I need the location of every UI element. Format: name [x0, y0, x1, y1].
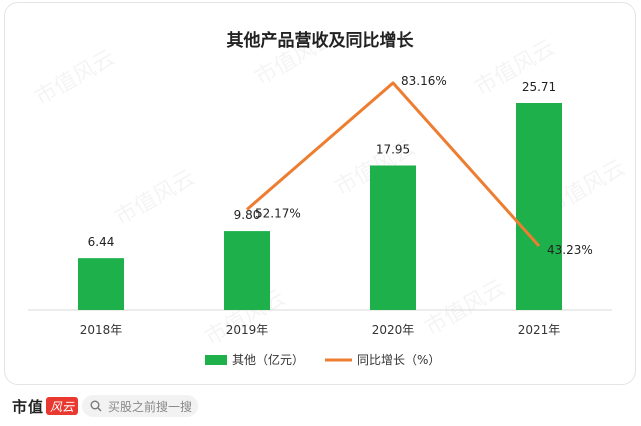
bar — [516, 103, 562, 310]
legend-bar-swatch — [205, 355, 227, 365]
bar — [78, 258, 124, 310]
brand-name: 市值 — [12, 397, 45, 416]
legend-bar-label: 其他（亿元） — [232, 352, 304, 367]
x-tick-label: 2018年 — [80, 323, 123, 337]
bar-value-label: 9.80 — [234, 208, 261, 222]
footer: 市值 风云 买股之前搜一搜 — [0, 386, 641, 426]
x-tick-label: 2020年 — [372, 323, 415, 337]
chart-title: 其他产品营收及同比增长 — [227, 30, 415, 51]
line-value-label: 83.16% — [401, 74, 447, 88]
bar-value-label: 25.71 — [522, 80, 556, 94]
x-tick-label: 2021年 — [518, 323, 561, 337]
line-value-label: 52.17% — [255, 206, 301, 220]
brand-mark: 风云 — [46, 397, 79, 415]
bar — [224, 231, 270, 310]
line-value-label: 43.23% — [547, 243, 593, 257]
legend-line-label: 同比增长（%） — [357, 353, 440, 367]
search-placeholder: 买股之前搜一搜 — [108, 399, 193, 414]
search-icon — [90, 400, 102, 412]
bar-value-label: 6.44 — [88, 235, 115, 249]
x-tick-label: 2019年 — [226, 323, 269, 337]
search-box[interactable]: 买股之前搜一搜 — [82, 395, 198, 417]
bar — [370, 165, 416, 310]
bar-value-label: 17.95 — [376, 142, 410, 156]
chart: 其他产品营收及同比增长 6.44 9.80 17.95 25.71 52.17% 83.… — [28, 30, 612, 367]
brand-logo[interactable]: 市值 风云 — [12, 395, 79, 417]
